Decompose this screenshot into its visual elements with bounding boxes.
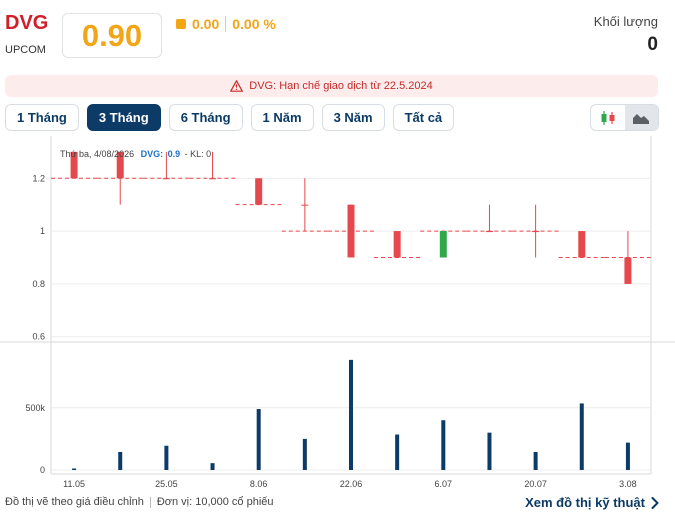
unchanged-square-icon	[176, 19, 186, 29]
notice-text: DVG: Hạn chế giao dịch từ 22.5.2024	[249, 80, 433, 92]
volume-bar	[579, 403, 584, 470]
candle-body	[624, 257, 632, 284]
price-tick-label: 1	[40, 226, 45, 236]
chart-view-toggle	[590, 104, 659, 131]
volume-tick-label: 500k	[25, 403, 45, 413]
volume-label: Khối lượng	[593, 14, 658, 29]
chart-tooltip: Thứ ba, 4/08/2026 DVG: 0.9 - KL: 0	[60, 149, 211, 159]
tooltip-volume: - KL: 0	[185, 149, 212, 159]
candlestick-view-button[interactable]	[591, 105, 625, 130]
current-price: 0.90	[81, 17, 143, 53]
area-chart-icon	[633, 113, 650, 124]
candle-body	[485, 231, 493, 233]
volume-bar	[441, 420, 446, 470]
volume-bar	[72, 468, 77, 470]
tab-1-year[interactable]: 1 Năm	[250, 104, 314, 131]
candle-body	[532, 231, 540, 233]
divider	[225, 16, 227, 32]
candle-body	[347, 204, 355, 258]
tab-3-years[interactable]: 3 Năm	[321, 104, 385, 131]
candlestick-icon	[601, 110, 615, 125]
volume-value: 0	[647, 34, 658, 55]
trading-restriction-notice: DVG: Hạn chế giao dịch từ 22.5.2024	[5, 75, 658, 97]
candle-body	[301, 204, 309, 206]
price-change: 0.00 0.00 %	[176, 16, 276, 32]
price-chart: 1.2 1 0.8 0.6 500k 0 11.05 25.05 8.06 22.06 6.07…	[0, 136, 675, 488]
tooltip-close: 0.9	[168, 149, 181, 159]
candle-body	[116, 151, 124, 179]
price-box: 0.90	[62, 13, 162, 58]
x-tick-label: 3.08	[619, 479, 637, 488]
x-tick-label: 25.05	[155, 479, 178, 488]
candle-body	[209, 178, 217, 180]
volume-bar	[302, 438, 307, 470]
volume-bar	[625, 442, 630, 470]
ticker-symbol: DVG	[5, 12, 49, 34]
volume-bar	[256, 409, 261, 470]
tab-3-months[interactable]: 3 Tháng	[86, 104, 161, 131]
candle-body	[70, 151, 78, 179]
volume-tick-label: 0	[40, 465, 45, 475]
change-value: 0.00	[192, 16, 220, 32]
warning-icon	[230, 80, 244, 92]
area-view-button[interactable]	[624, 105, 658, 130]
volume-bar	[210, 463, 215, 470]
adjusted-price-note: Đồ thị vẽ theo giá điều chỉnh	[5, 496, 144, 508]
candle-body	[439, 231, 447, 258]
change-percent: 0.00 %	[232, 16, 276, 32]
period-tabs: 1 Tháng 3 Tháng 6 Tháng 1 Năm 3 Năm Tất …	[5, 104, 462, 131]
divider	[149, 496, 151, 508]
x-tick-label: 11.05	[63, 479, 85, 488]
volume-bar	[164, 445, 169, 470]
volume-bar	[395, 434, 400, 470]
unit-note: Đơn vị: 10,000 cổ phiếu	[156, 496, 274, 508]
volume-bar	[487, 432, 492, 470]
price-tick-label: 1.2	[32, 173, 45, 183]
tooltip-ticker: DVG:	[141, 149, 164, 159]
tab-6-months[interactable]: 6 Tháng	[168, 104, 243, 131]
technical-chart-link[interactable]: Xem đồ thị kỹ thuật	[525, 495, 659, 510]
x-tick-label: 20.07	[524, 479, 547, 488]
volume-bar	[349, 359, 353, 470]
tooltip-date: Thứ ba, 4/08/2026	[60, 149, 134, 159]
x-tick-label: 8.06	[250, 479, 268, 488]
tab-1-month[interactable]: 1 Tháng	[5, 104, 79, 131]
price-tick-label: 0.6	[32, 332, 45, 342]
volume-bar	[118, 451, 123, 470]
technical-chart-link-label: Xem đồ thị kỹ thuật	[525, 495, 645, 510]
volume-bar	[533, 451, 538, 470]
price-tick-label: 0.8	[32, 279, 45, 289]
x-tick-label: 6.07	[435, 479, 453, 488]
candle-body	[162, 178, 170, 180]
chevron-right-icon	[651, 496, 659, 509]
tab-all[interactable]: Tất cả	[392, 104, 455, 131]
chart-footer: Đồ thị vẽ theo giá điều chỉnh Đơn vị: 10…	[5, 496, 274, 508]
candle-body	[255, 178, 263, 205]
candle-body	[393, 231, 401, 258]
x-tick-label: 22.06	[340, 479, 363, 488]
candle-body	[578, 231, 586, 258]
quote-header: DVG UPCOM 0.90 0.00 0.00 % Khối lượng 0	[0, 0, 675, 70]
exchange-label: UPCOM	[5, 44, 46, 56]
